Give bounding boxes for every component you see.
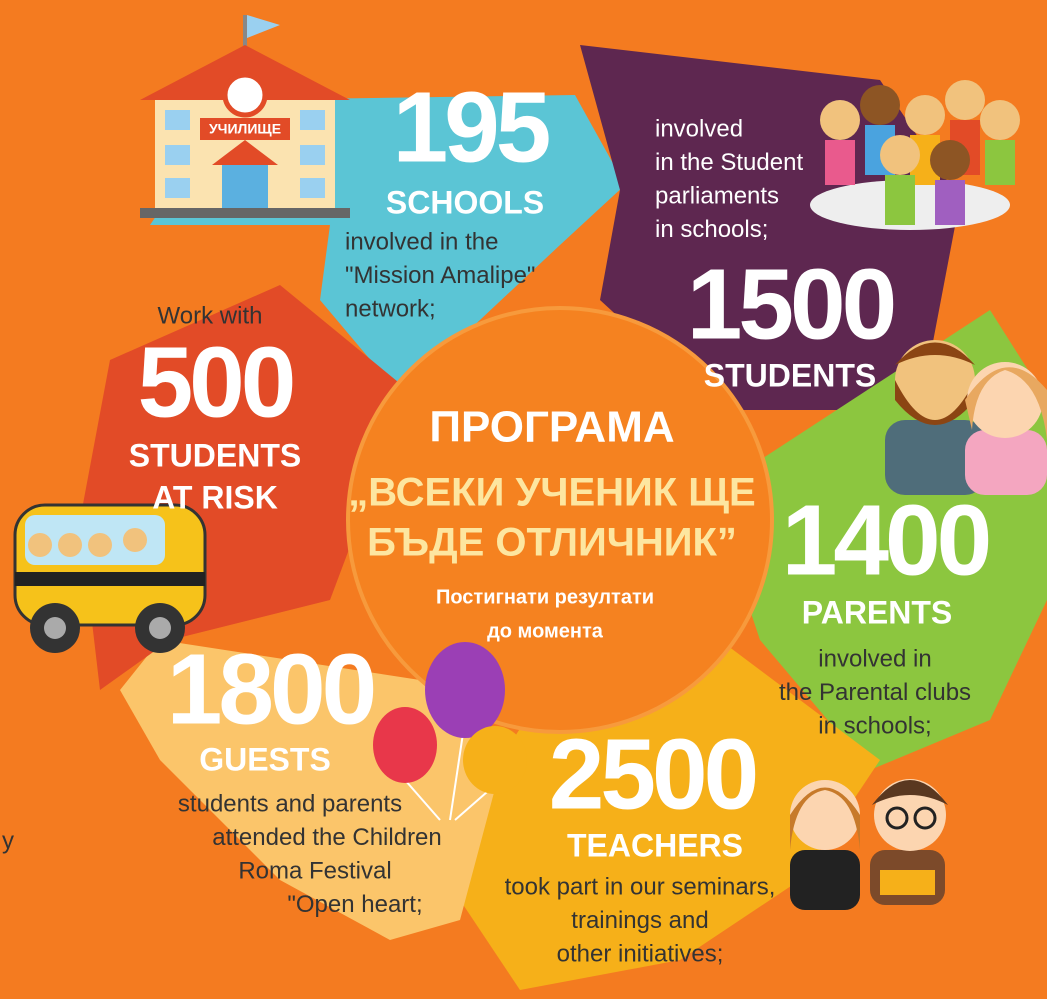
kids-illustration	[810, 80, 1020, 230]
center-subtitle: БЪДЕ ОТЛИЧНИК”	[367, 521, 737, 565]
segment-text: Work with	[158, 302, 263, 329]
segment-number: 2500	[549, 718, 756, 830]
segment-label: STUDENTS	[129, 437, 301, 473]
segment-label: SCHOOLS	[386, 184, 544, 220]
segment-number: 1400	[782, 484, 989, 596]
segment-text: attended the Children	[212, 824, 442, 851]
segment-text: in the Student	[655, 149, 803, 176]
segment-text: the Parental clubs	[779, 679, 971, 706]
segment-number: 500	[138, 326, 293, 438]
segment-text: involved	[655, 115, 743, 142]
segment-text: trainings and	[571, 907, 708, 934]
segment-text: involved in the	[345, 228, 498, 255]
segment-label: TEACHERS	[567, 827, 743, 863]
parents-illustration	[885, 340, 1047, 495]
segment-text: "Mission Amalipe"	[345, 262, 535, 289]
center-title: ПРОГРАМА	[429, 403, 674, 452]
segment-number: 195	[393, 71, 549, 183]
bus-illustration	[13, 503, 207, 653]
balloons-illustration	[373, 642, 527, 821]
center-disk	[346, 306, 774, 734]
teachers-illustration	[790, 779, 948, 910]
segment-text: in schools;	[818, 712, 931, 739]
segment-text: Roma Festival	[238, 857, 391, 884]
edge-fragment: y	[2, 827, 14, 854]
segment-text: took part in our seminars,	[505, 873, 776, 900]
segment-number: 1500	[687, 248, 894, 360]
segment-number: 1800	[167, 633, 374, 745]
segment-text: students and parents	[178, 790, 402, 817]
center-note: Постигнати резултати	[436, 586, 654, 608]
school-sign: УЧИЛИЩЕ	[209, 121, 281, 137]
segment-text: parliaments	[655, 182, 779, 209]
segment-label: PARENTS	[802, 594, 953, 630]
school-illustration	[140, 15, 350, 218]
segment-label: GUESTS	[199, 741, 331, 777]
segment-label: STUDENTS	[704, 357, 876, 393]
segment-text: network;	[345, 295, 436, 322]
center-note: до момента	[487, 620, 604, 642]
segment-text: "Open heart;	[287, 891, 422, 918]
segment-label: AT RISK	[152, 479, 278, 515]
segment-text: other initiatives;	[557, 940, 724, 967]
center-subtitle: „ВСЕКИ УЧЕНИК ЩЕ	[348, 471, 755, 515]
segment-text: in schools;	[655, 216, 768, 243]
segment-text: involved in	[818, 645, 931, 672]
